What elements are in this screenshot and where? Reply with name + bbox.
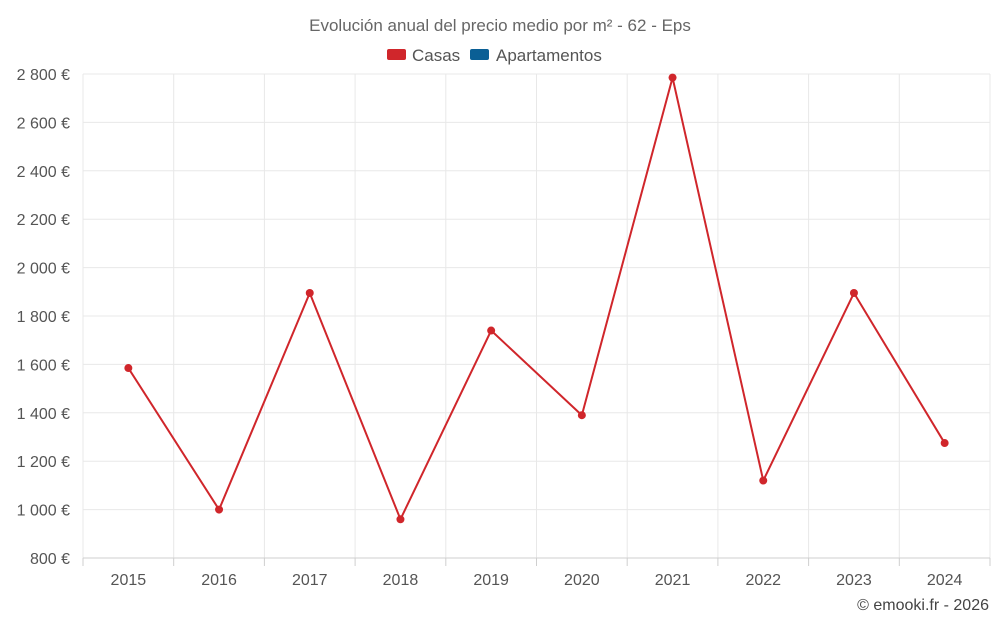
y-tick-label: 2 400 € (17, 164, 70, 181)
legend: Casas Apartamentos (387, 46, 602, 65)
y-tick-label: 1 000 € (17, 503, 70, 520)
legend-label-casas: Casas (412, 46, 460, 65)
x-tick-label: 2023 (836, 572, 872, 589)
x-tick-label: 2020 (564, 572, 600, 589)
data-point-casas[interactable] (940, 439, 949, 448)
y-tick-label: 1 800 € (17, 309, 70, 326)
data-point-casas[interactable] (759, 476, 768, 485)
y-tick-label: 1 200 € (17, 454, 70, 471)
x-axis-ticks: 2015 2016 2017 2018 2019 2020 2021 2022 2023 2024 (111, 572, 963, 589)
series-line-casas (127, 76, 946, 521)
y-tick-label: 2 000 € (17, 261, 70, 278)
data-point-casas[interactable] (577, 411, 586, 420)
legend-item-casas[interactable]: Casas (387, 46, 460, 65)
credit-text: © emooki.fr - 2026 (857, 597, 989, 614)
axes (82, 557, 991, 566)
chart-title: Evolución anual del precio medio por m² … (309, 16, 691, 35)
x-tick-label: 2015 (111, 572, 147, 589)
x-tick-label: 2024 (927, 572, 963, 589)
y-tick-label: 800 € (30, 551, 70, 568)
gridlines (82, 73, 991, 558)
legend-item-apartamentos[interactable]: Apartamentos (470, 46, 602, 65)
legend-swatch-casas (387, 49, 406, 60)
data-point-casas[interactable] (487, 326, 496, 335)
data-point-casas[interactable] (849, 289, 858, 298)
y-tick-label: 2 200 € (17, 212, 70, 229)
x-tick-label: 2017 (292, 572, 328, 589)
data-point-casas[interactable] (215, 505, 224, 514)
x-tick-label: 2018 (383, 572, 419, 589)
x-tick-label: 2022 (745, 572, 781, 589)
y-tick-label: 1 400 € (17, 406, 70, 423)
y-tick-label: 2 800 € (17, 67, 70, 84)
data-point-casas[interactable] (124, 364, 133, 373)
x-tick-label: 2019 (473, 572, 509, 589)
y-tick-label: 1 600 € (17, 357, 70, 374)
x-tick-label: 2021 (655, 572, 691, 589)
y-tick-label: 2 600 € (17, 115, 70, 132)
y-axis-ticks: 800 € 1 000 € 1 200 € 1 400 € 1 600 € 1 800 €… (17, 67, 70, 568)
series-casas (124, 73, 949, 524)
data-point-casas[interactable] (396, 515, 405, 524)
legend-label-apartamentos: Apartamentos (496, 46, 602, 65)
legend-swatch-apartamentos (470, 49, 489, 60)
data-point-casas[interactable] (305, 289, 314, 298)
data-point-casas[interactable] (668, 73, 677, 82)
x-tick-label: 2016 (201, 572, 237, 589)
